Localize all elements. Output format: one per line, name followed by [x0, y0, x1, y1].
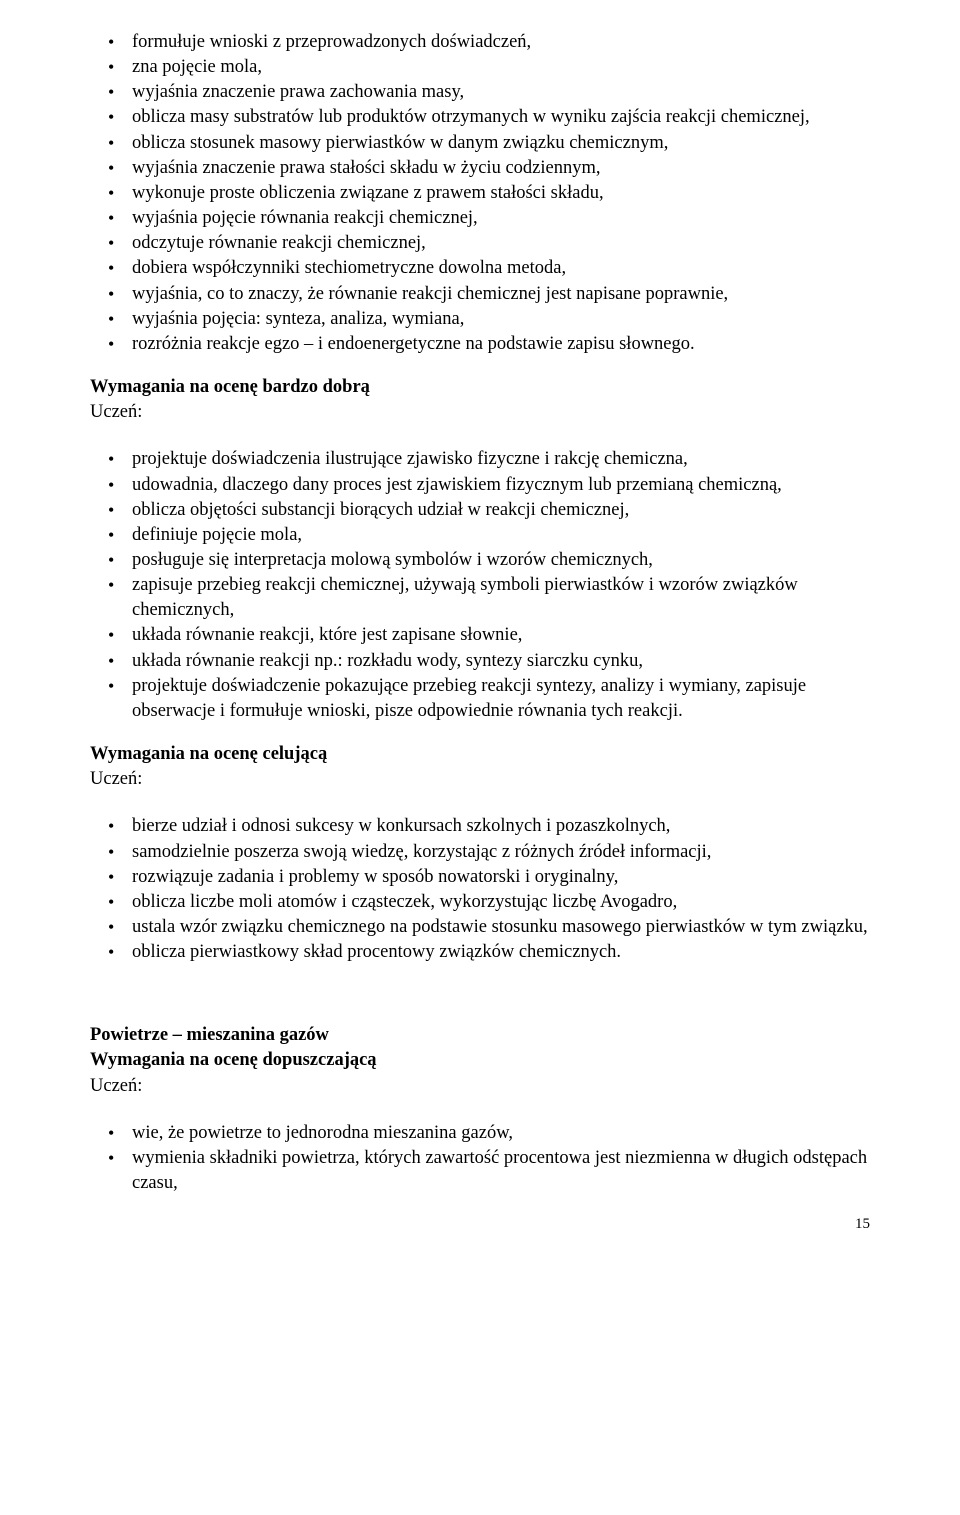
list-item: wykonuje proste obliczenia związane z pr… [90, 181, 870, 206]
list-item: zapisuje przebieg reakcji chemicznej, uż… [90, 573, 870, 623]
list-item: definiuje pojęcie mola, [90, 523, 870, 548]
heading-celujaca: Wymagania na ocenę celującą [90, 742, 870, 767]
list-item: układa równanie reakcji, które jest zapi… [90, 623, 870, 648]
list-item: wyjaśnia pojęcie równania reakcji chemic… [90, 206, 870, 231]
list-item: wymienia składniki powietrza, których za… [90, 1146, 870, 1196]
list-item: odczytuje równanie reakcji chemicznej, [90, 231, 870, 256]
uczen-label-2: Uczeń: [90, 767, 870, 792]
requirements-list-2: projektuje doświadczenia ilustrujące zja… [90, 447, 870, 724]
list-item: zna pojęcie mola, [90, 55, 870, 80]
page-number: 15 [90, 1216, 870, 1233]
uczen-label-1: Uczeń: [90, 400, 870, 425]
list-item: bierze udział i odnosi sukcesy w konkurs… [90, 814, 870, 839]
list-item: samodzielnie poszerza swoją wiedzę, korz… [90, 840, 870, 865]
heading-dopuszczajaca: Wymagania na ocenę dopuszczającą [90, 1048, 870, 1073]
heading-powietrze: Powietrze – mieszanina gazów [90, 1023, 870, 1048]
list-item: oblicza pierwiastkowy skład procentowy z… [90, 940, 870, 965]
list-item: wie, że powietrze to jednorodna mieszani… [90, 1121, 870, 1146]
list-item: rozwiązuje zadania i problemy w sposób n… [90, 865, 870, 890]
requirements-list-1: formułuje wnioski z przeprowadzonych doś… [90, 30, 870, 357]
list-item: projektuje doświadczenia ilustrujące zja… [90, 447, 870, 472]
list-item: oblicza masy substratów lub produktów ot… [90, 105, 870, 130]
list-item: dobiera współczynniki stechiometryczne d… [90, 256, 870, 281]
list-item: posługuje się interpretacja molową symbo… [90, 548, 870, 573]
list-item: udowadnia, dlaczego dany proces jest zja… [90, 473, 870, 498]
list-item: rozróżnia reakcje egzo – i endoenergetyc… [90, 332, 870, 357]
list-item: ustala wzór związku chemicznego na podst… [90, 915, 870, 940]
list-item: wyjaśnia znaczenie prawa stałości składu… [90, 156, 870, 181]
requirements-list-4: wie, że powietrze to jednorodna mieszani… [90, 1121, 870, 1196]
list-item: wyjaśnia, co to znaczy, że równanie reak… [90, 282, 870, 307]
list-item: układa równanie reakcji np.: rozkładu wo… [90, 649, 870, 674]
list-item: oblicza objętości substancji biorących u… [90, 498, 870, 523]
list-item: projektuje doświadczenie pokazujące prze… [90, 674, 870, 724]
list-item: oblicza liczbe moli atomów i cząsteczek,… [90, 890, 870, 915]
list-item: wyjaśnia znaczenie prawa zachowania masy… [90, 80, 870, 105]
requirements-list-3: bierze udział i odnosi sukcesy w konkurs… [90, 814, 870, 965]
uczen-label-3: Uczeń: [90, 1074, 870, 1099]
list-item: wyjaśnia pojęcia: synteza, analiza, wymi… [90, 307, 870, 332]
list-item: oblicza stosunek masowy pierwiastków w d… [90, 131, 870, 156]
list-item: formułuje wnioski z przeprowadzonych doś… [90, 30, 870, 55]
heading-bardzo-dobra: Wymagania na ocenę bardzo dobrą [90, 375, 870, 400]
document-page: formułuje wnioski z przeprowadzonych doś… [0, 0, 960, 1263]
